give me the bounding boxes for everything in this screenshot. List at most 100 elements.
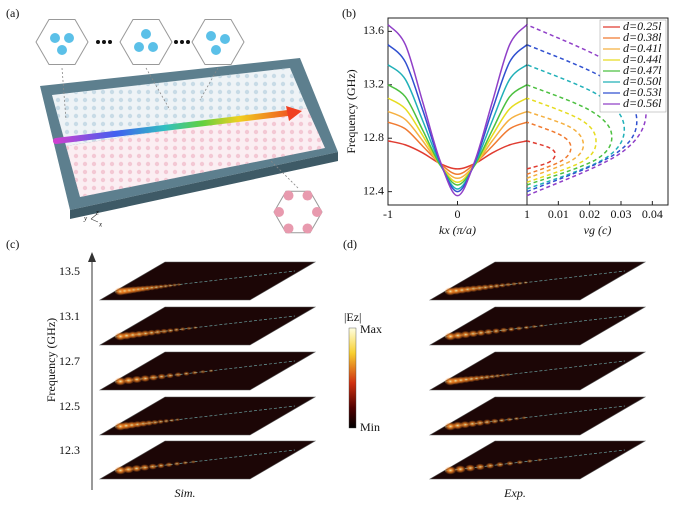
y-axis-label: Frequency (GHz): [344, 69, 358, 153]
legend-label: d=0.50l: [623, 74, 662, 88]
x-tick-label: 0.01: [548, 207, 569, 221]
field-hotspot: [148, 463, 158, 470]
panel-label: (c): [6, 237, 19, 251]
field-map: [98, 306, 317, 346]
field-map: [428, 351, 647, 391]
field-hotspot: [491, 328, 501, 334]
field-hotspot: [182, 460, 188, 465]
field-hotspot: [192, 326, 198, 330]
field-hotspot: [475, 463, 485, 471]
x-tick-label: 0.02: [579, 207, 600, 221]
curve: [526, 64, 626, 190]
field-hotspot: [459, 420, 471, 429]
field-hotspot: [165, 462, 173, 468]
curve: [387, 121, 528, 176]
field-hotspot: [467, 420, 478, 428]
field-hotspot: [489, 374, 496, 379]
field-map: [428, 396, 647, 436]
field-hotspot: [539, 324, 545, 328]
field-hotspot: [157, 419, 164, 425]
pillar: [283, 223, 294, 234]
x-tick-label: 0: [455, 207, 461, 221]
field-hotspot: [173, 327, 180, 333]
curve: [526, 84, 613, 186]
y-tick-label: 12.4: [363, 183, 384, 197]
field-hotspot: [165, 372, 174, 379]
plot-frame: [387, 17, 528, 206]
panel-label: (b): [342, 6, 356, 20]
lower-pillars: [66, 108, 325, 197]
layer-label: 13.1: [59, 309, 80, 323]
curve: [387, 24, 528, 197]
x-tick-label: 0.04: [642, 207, 663, 221]
field-hotspot: [190, 460, 196, 464]
field-hotspot: [186, 326, 192, 331]
field-hotspot: [179, 327, 186, 332]
ellipsis-dots: [96, 40, 190, 44]
field-map: [98, 351, 317, 391]
field-hotspot: [483, 419, 492, 426]
hexagon: [119, 18, 173, 66]
colorbar-min: Min: [360, 420, 380, 434]
field-map: [98, 261, 317, 301]
field-maps: 13.5 13.1 12.7 12.5 12.3: [59, 261, 647, 480]
field-hotspot: [495, 461, 504, 468]
field-hotspot: [483, 374, 491, 380]
field-hotspot: [499, 327, 508, 333]
x-tick-label: -1: [383, 207, 393, 221]
field-hotspot: [173, 461, 181, 466]
field-hotspot: [208, 369, 214, 373]
field-hotspot: [444, 466, 457, 475]
field-hotspot: [498, 417, 506, 423]
curve: [526, 44, 638, 193]
field-hotspot: [486, 283, 495, 290]
curve: [526, 121, 572, 175]
field-hotspot: [131, 375, 143, 384]
field-hotspot: [465, 464, 476, 472]
curve: [387, 84, 528, 186]
curve: [387, 44, 528, 193]
arrow-head: [286, 106, 302, 121]
field-hotspot: [515, 326, 523, 331]
field-hotspot: [162, 283, 169, 289]
field-hotspot: [494, 373, 501, 378]
layer-label: 12.5: [59, 399, 80, 413]
legend-label: d=0.25l: [623, 19, 662, 33]
field-hotspot: [537, 458, 542, 462]
layer-label: 12.7: [59, 354, 80, 368]
field-hotspot: [167, 283, 173, 288]
field-hotspot: [516, 460, 523, 465]
field-hotspot: [484, 328, 493, 336]
pillar: [206, 31, 216, 41]
field-hotspot: [169, 418, 175, 423]
caption: Exp.: [503, 486, 526, 500]
field-hotspot: [153, 329, 162, 335]
pillar: [274, 207, 284, 217]
field-hotspot: [454, 465, 466, 474]
layer-label: 13.5: [59, 264, 80, 278]
field-hotspot: [191, 370, 198, 375]
pillar: [302, 223, 313, 234]
field-hotspot: [139, 464, 150, 471]
field-hotspot: [523, 325, 530, 330]
y-tick-label: 13.6: [363, 23, 384, 37]
field-hotspot: [500, 373, 506, 378]
panel-label: (a): [6, 6, 19, 20]
pillar: [141, 29, 151, 39]
axis-y: y: [83, 215, 88, 223]
field-hotspot: [147, 329, 157, 336]
field-hotspot: [505, 372, 511, 377]
field-hotspot: [490, 418, 499, 424]
panel-label: (d): [343, 237, 357, 251]
field-hotspot: [476, 329, 486, 337]
hexagon: [191, 18, 245, 66]
upper-pillars: [52, 68, 307, 146]
field-map: [428, 261, 647, 301]
unit-cells: [35, 18, 323, 234]
field-map: [98, 440, 317, 480]
field-hotspot: [468, 330, 479, 338]
field-hotspot: [505, 282, 512, 287]
curve: [387, 140, 528, 170]
field-hotspot: [526, 459, 533, 464]
